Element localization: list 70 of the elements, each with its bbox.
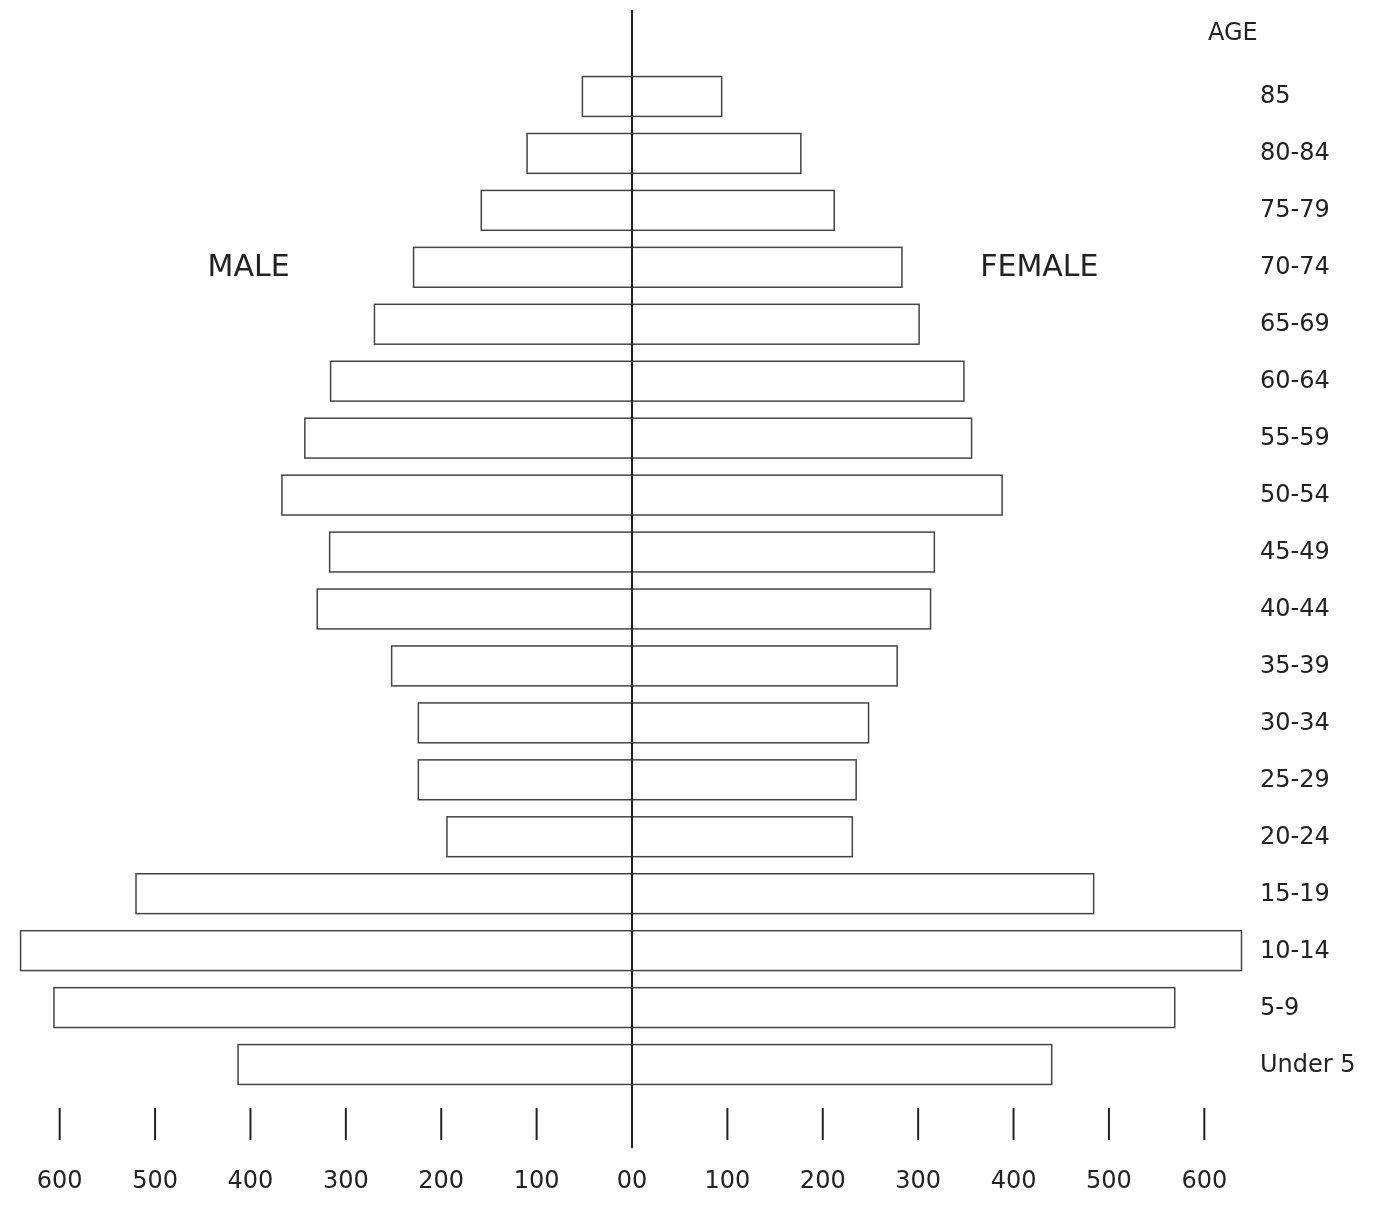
bar xyxy=(581,75,633,118)
text: MALE xyxy=(207,247,290,283)
bar xyxy=(631,986,1176,1029)
bar xyxy=(526,132,633,175)
bar xyxy=(631,645,898,687)
x-tick-label: 00 xyxy=(616,1166,648,1194)
y-tick-label: 60-64 xyxy=(1260,366,1330,395)
y-tick-label: 25-29 xyxy=(1260,764,1330,793)
bar xyxy=(631,303,920,345)
y-tick-label: 10-14 xyxy=(1260,935,1330,964)
y-tick-label: 35-39 xyxy=(1260,650,1330,679)
x-tick-label: 600 xyxy=(1181,1166,1228,1194)
bar xyxy=(631,132,802,175)
bar xyxy=(237,1043,633,1086)
bar xyxy=(412,246,633,288)
y-tick-label: 40-44 xyxy=(1260,593,1330,622)
y-tick-label: 80-84 xyxy=(1260,138,1330,167)
bar xyxy=(480,189,633,232)
x-tick-label: 500 xyxy=(1086,1166,1132,1194)
x-tick-label: 100 xyxy=(513,1166,560,1194)
bar xyxy=(135,873,633,915)
x-tick-label: 400 xyxy=(227,1166,274,1194)
bar xyxy=(631,474,1003,516)
bar xyxy=(631,189,835,232)
bar xyxy=(329,360,633,402)
bar xyxy=(631,759,857,801)
x-tick-label: 500 xyxy=(132,1166,178,1194)
bar xyxy=(446,816,633,858)
bar xyxy=(390,645,633,687)
x-tick-label: 400 xyxy=(990,1166,1037,1194)
y-axis-title: AGE xyxy=(1208,18,1258,46)
bar xyxy=(19,929,633,972)
bar xyxy=(631,417,973,459)
x-tick-label: 600 xyxy=(36,1166,83,1194)
bar xyxy=(631,531,936,573)
bar xyxy=(328,531,633,573)
y-tick-label: Under 5 xyxy=(1260,1049,1356,1078)
bar xyxy=(316,588,633,630)
bar xyxy=(53,986,633,1029)
x-tick-label: 200 xyxy=(418,1166,465,1194)
bar xyxy=(631,1043,1053,1086)
bar xyxy=(417,759,633,801)
y-tick-label: 65-69 xyxy=(1260,309,1330,338)
bar xyxy=(631,702,870,744)
y-tick-label: 55-59 xyxy=(1260,423,1330,452)
bar xyxy=(281,474,633,516)
bar xyxy=(631,873,1095,915)
y-tick-label: 45-49 xyxy=(1260,537,1330,566)
bar xyxy=(631,816,854,858)
y-tick-label: 5-9 xyxy=(1260,992,1300,1021)
text: FEMALE xyxy=(980,247,1099,283)
bar xyxy=(631,246,903,288)
x-tick-label: 300 xyxy=(322,1166,369,1194)
y-tick-label: 15-19 xyxy=(1260,878,1330,907)
bar xyxy=(631,75,723,118)
bar xyxy=(631,929,1243,972)
bar xyxy=(373,303,633,345)
x-tick-label: 100 xyxy=(704,1166,751,1194)
y-tick-label: 30-34 xyxy=(1260,707,1330,736)
y-tick-label: 85 xyxy=(1260,81,1291,110)
x-tick-label: 300 xyxy=(895,1166,942,1194)
bar xyxy=(304,417,633,459)
bar xyxy=(631,588,932,630)
y-tick-label: 70-74 xyxy=(1260,252,1330,281)
y-tick-label: 50-54 xyxy=(1260,480,1330,509)
y-tick-label: 75-79 xyxy=(1260,195,1330,224)
x-tick-label: 200 xyxy=(799,1166,846,1194)
bar xyxy=(417,702,633,744)
y-tick-label: 20-24 xyxy=(1260,821,1330,850)
bar xyxy=(631,360,965,402)
